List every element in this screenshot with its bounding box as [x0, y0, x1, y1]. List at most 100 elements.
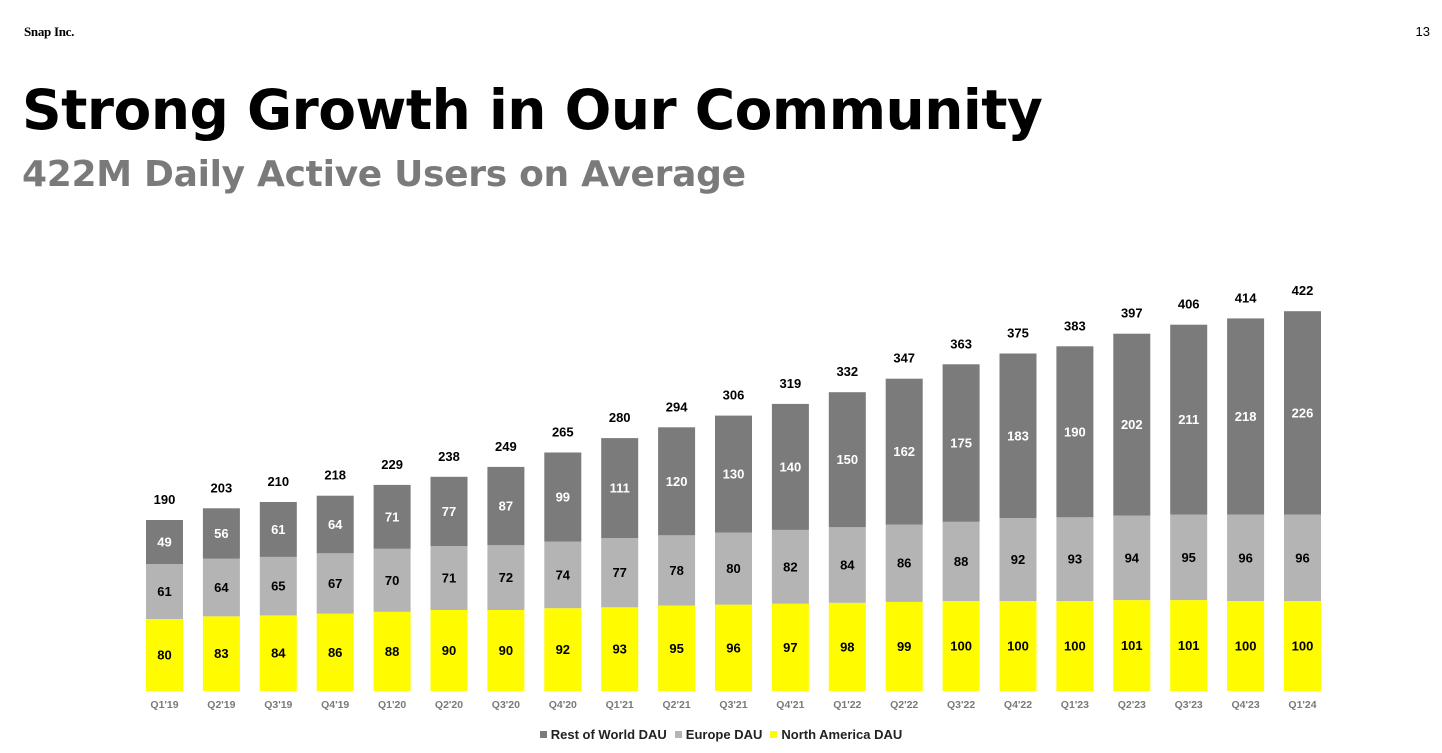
bar-rest-of-world-11	[771, 403, 809, 530]
data-label-rest-of-world-1: 56	[214, 526, 228, 541]
legend-item-europe: Europe DAU	[674, 727, 762, 742]
data-label-europe-11: 82	[783, 559, 797, 574]
bar-rest-of-world-12	[828, 392, 866, 528]
x-tick-label-1: Q2'19	[207, 699, 235, 711]
bar-north-america-5	[430, 610, 468, 691]
x-tick-label-6: Q3'20	[492, 699, 520, 711]
total-label-12: 332	[836, 364, 858, 379]
data-label-north-america-1: 83	[214, 646, 228, 661]
legend-swatch-europe	[674, 731, 682, 738]
brand-logo: Snap Inc.	[24, 24, 75, 39]
data-label-rest-of-world-3: 64	[328, 517, 343, 532]
bar-europe-1	[202, 558, 240, 617]
data-label-north-america-2: 84	[271, 646, 286, 661]
page-title: Strong Growth in Our Community	[22, 78, 1043, 142]
legend-item-north-america: North America DAU	[770, 727, 902, 742]
bar-north-america-4	[373, 611, 411, 691]
total-label-5: 238	[438, 449, 460, 464]
data-label-rest-of-world-16: 190	[1064, 424, 1086, 439]
x-tick-label-18: Q3'23	[1175, 699, 1203, 711]
x-tick-label-15: Q4'22	[1004, 699, 1032, 711]
bar-north-america-12	[828, 602, 866, 691]
bar-north-america-16	[1056, 601, 1094, 691]
chart-legend: Rest of World DAU Europe DAU North Ameri…	[0, 727, 1442, 742]
bar-north-america-1	[202, 616, 240, 691]
bar-europe-5	[430, 546, 468, 610]
data-label-rest-of-world-7: 99	[556, 490, 570, 505]
x-tick-label-17: Q2'23	[1118, 699, 1146, 711]
bar-rest-of-world-17	[1113, 333, 1151, 516]
bar-rest-of-world-3	[316, 495, 354, 554]
data-label-rest-of-world-2: 61	[271, 522, 285, 537]
total-label-2: 210	[267, 474, 289, 489]
page-number: 13	[1415, 24, 1430, 39]
bar-europe-6	[487, 545, 525, 610]
bar-europe-2	[259, 556, 297, 616]
data-label-rest-of-world-18: 211	[1178, 412, 1199, 427]
bar-rest-of-world-13	[885, 378, 923, 525]
bar-north-america-14	[942, 601, 980, 691]
total-label-19: 414	[1235, 290, 1257, 305]
bar-europe-18	[1170, 514, 1208, 601]
x-tick-label-7: Q4'20	[549, 699, 577, 711]
data-label-rest-of-world-4: 71	[385, 509, 399, 524]
data-label-europe-8: 77	[612, 565, 626, 580]
data-label-rest-of-world-10: 130	[723, 467, 745, 482]
bar-north-america-7	[544, 608, 582, 691]
data-label-north-america-3: 86	[328, 645, 342, 660]
bar-north-america-0	[146, 619, 183, 691]
bar-europe-20	[1284, 514, 1321, 601]
bar-rest-of-world-6	[487, 466, 525, 546]
bar-north-america-10	[715, 604, 752, 691]
data-label-europe-9: 78	[669, 563, 683, 578]
bar-north-america-18	[1170, 600, 1208, 691]
data-label-north-america-5: 90	[442, 643, 456, 658]
data-label-europe-16: 93	[1068, 552, 1082, 567]
bar-north-america-2	[259, 615, 297, 691]
data-label-rest-of-world-15: 183	[1007, 428, 1029, 443]
bar-rest-of-world-10	[715, 415, 752, 533]
bar-europe-11	[771, 529, 809, 604]
total-label-8: 280	[609, 410, 631, 425]
data-label-north-america-14: 100	[950, 639, 972, 654]
data-label-rest-of-world-17: 202	[1121, 417, 1143, 432]
total-label-0: 190	[154, 492, 176, 507]
bar-rest-of-world-8	[601, 438, 639, 538]
bar-europe-13	[885, 524, 923, 602]
bar-europe-10	[715, 532, 752, 605]
bar-europe-16	[1056, 517, 1094, 601]
data-label-europe-20: 96	[1295, 550, 1309, 565]
total-label-17: 397	[1121, 306, 1143, 321]
bar-rest-of-world-15	[999, 353, 1037, 519]
bar-rest-of-world-9	[658, 427, 696, 536]
data-label-north-america-19: 100	[1235, 639, 1257, 654]
total-label-15: 375	[1007, 326, 1029, 341]
total-label-4: 229	[381, 457, 403, 472]
bar-europe-4	[373, 548, 411, 612]
x-tick-label-10: Q3'21	[719, 699, 747, 711]
data-label-europe-19: 96	[1238, 550, 1252, 565]
data-label-europe-2: 65	[271, 579, 285, 594]
data-label-north-america-4: 88	[385, 644, 399, 659]
data-label-north-america-20: 100	[1292, 639, 1314, 654]
bar-north-america-15	[999, 601, 1037, 691]
bar-europe-9	[658, 535, 696, 606]
legend-item-rest-of-world: Rest of World DAU	[539, 727, 667, 742]
bar-rest-of-world-16	[1056, 346, 1094, 518]
total-label-20: 422	[1292, 283, 1314, 298]
total-label-11: 319	[780, 376, 802, 391]
bar-north-america-20	[1284, 601, 1321, 691]
data-label-rest-of-world-8: 111	[610, 481, 630, 496]
data-label-north-america-10: 96	[726, 640, 740, 655]
bar-europe-12	[828, 527, 866, 603]
bar-north-america-8	[601, 607, 639, 691]
data-label-rest-of-world-0: 49	[157, 535, 171, 550]
bar-rest-of-world-0	[146, 520, 183, 565]
data-label-europe-5: 71	[442, 571, 456, 586]
data-label-europe-17: 94	[1125, 550, 1140, 565]
total-label-18: 406	[1178, 297, 1200, 312]
x-tick-label-14: Q3'22	[947, 699, 975, 711]
x-tick-label-16: Q1'23	[1061, 699, 1089, 711]
data-label-europe-10: 80	[726, 561, 740, 576]
data-label-europe-3: 67	[328, 576, 342, 591]
